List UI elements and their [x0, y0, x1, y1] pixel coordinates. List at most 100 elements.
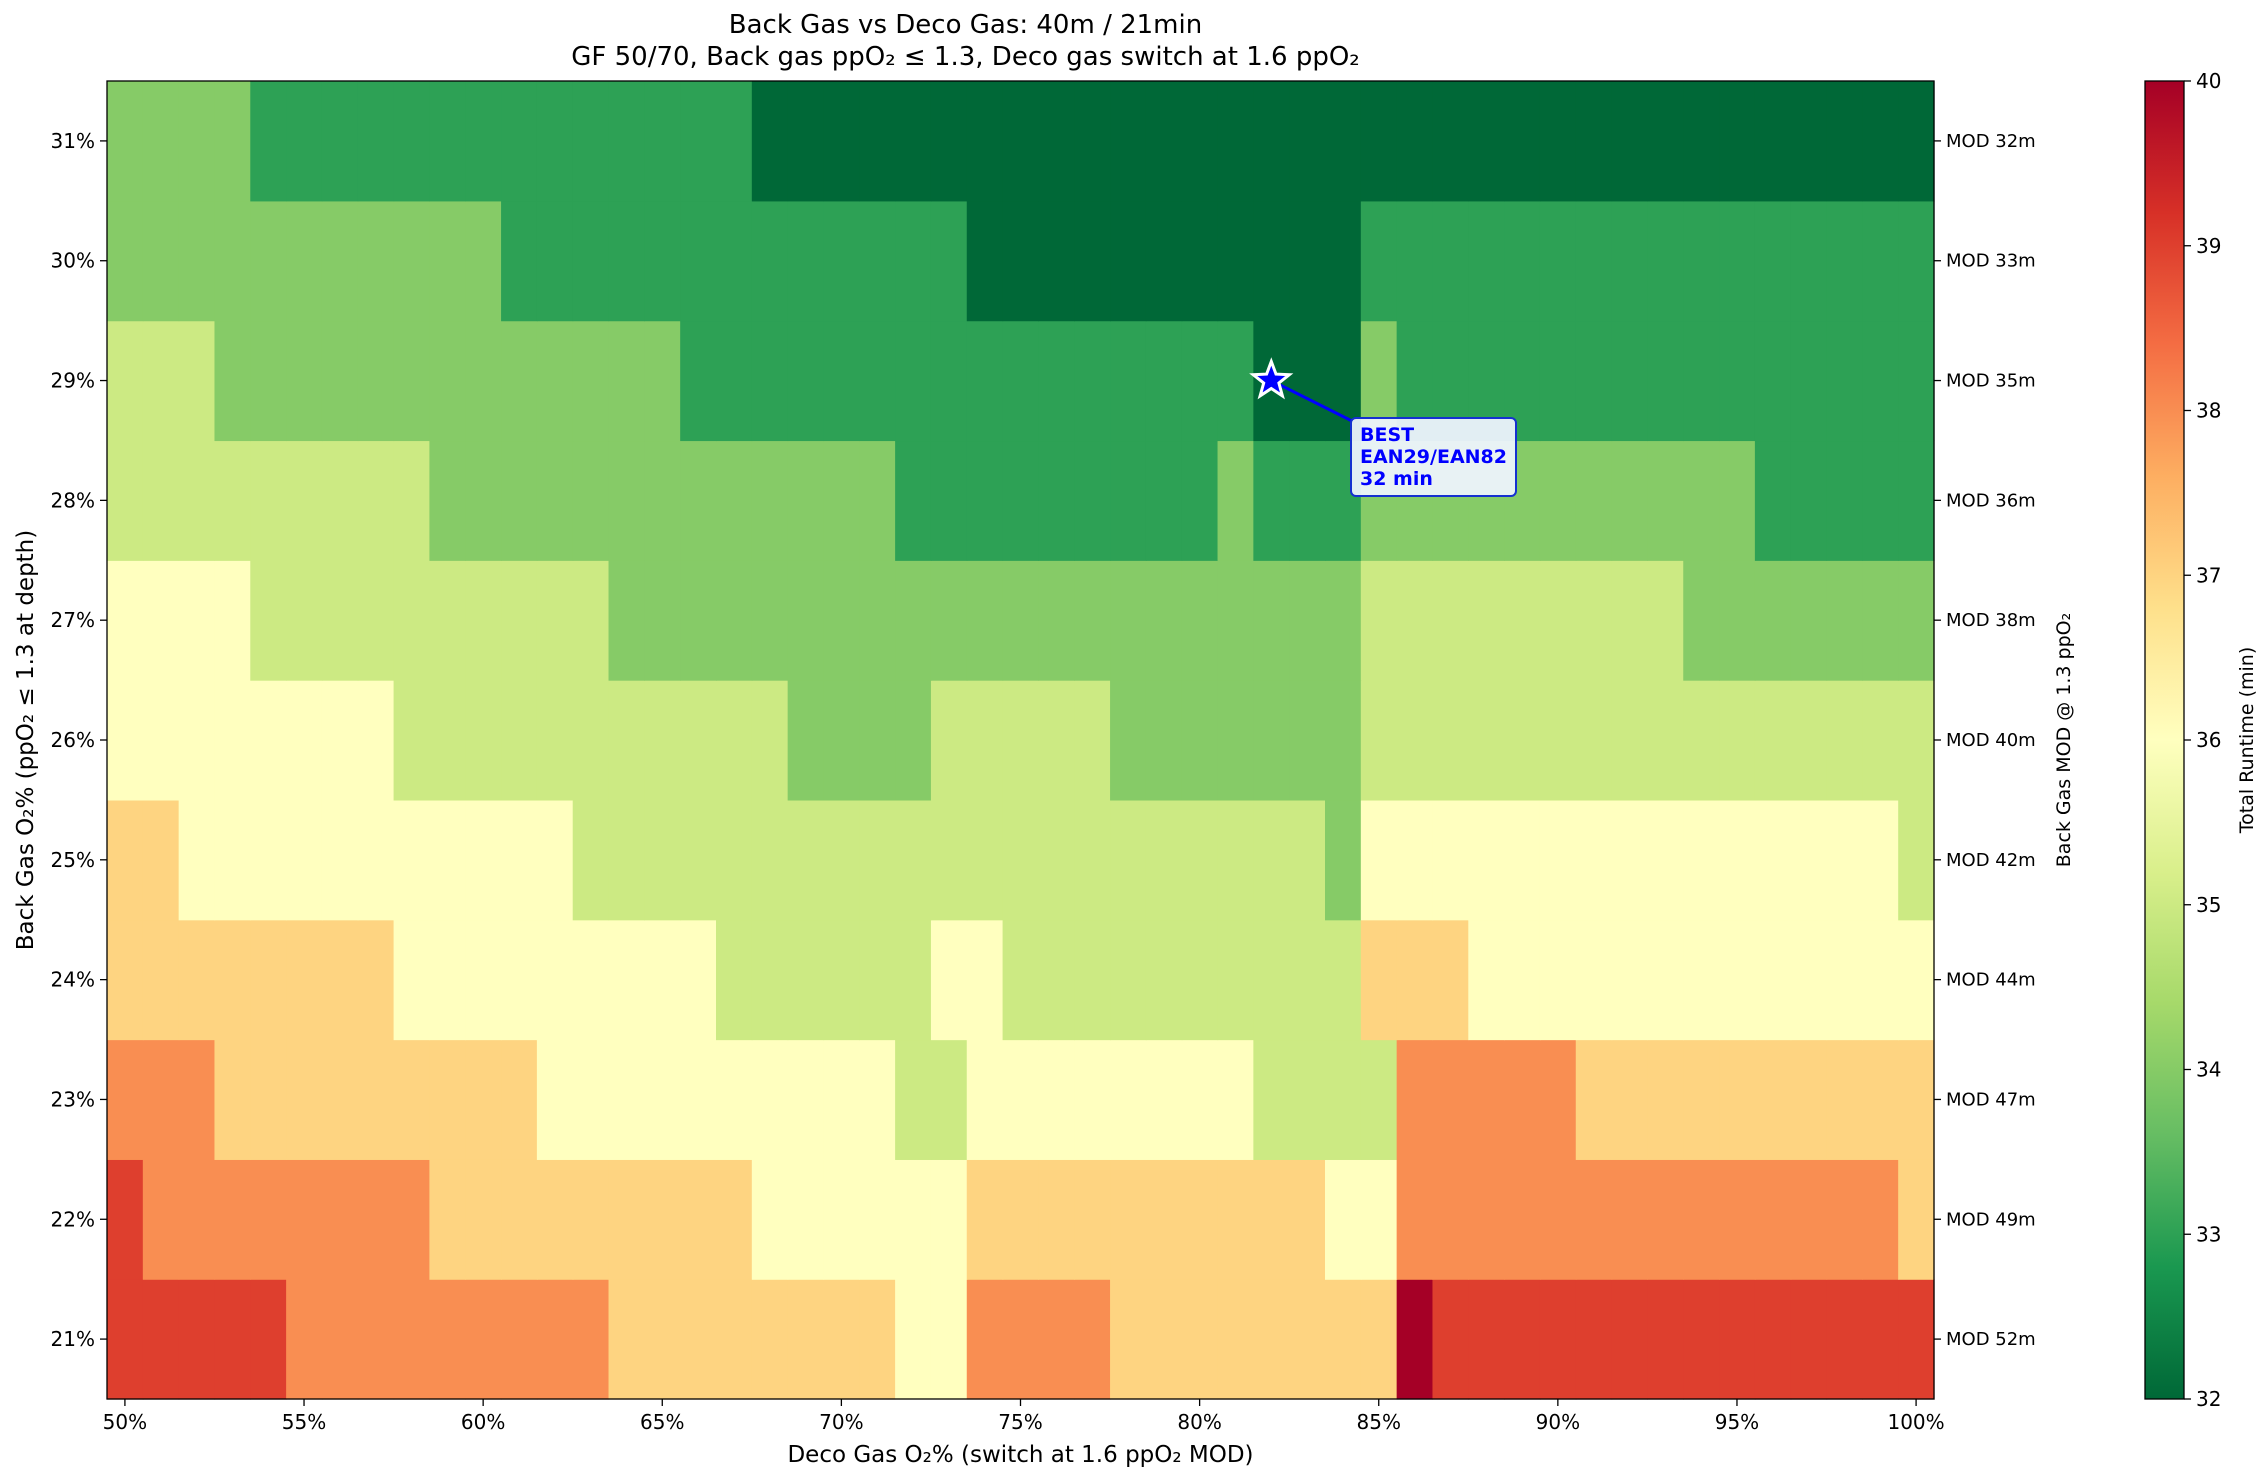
- heatmap-cell: [1145, 799, 1183, 921]
- heatmap-cell: [1468, 200, 1505, 322]
- heatmap-cell: [572, 320, 610, 442]
- heatmap-cell: [1110, 320, 1147, 442]
- heatmap-cell: [214, 1159, 251, 1280]
- heatmap-cell: [1790, 320, 1828, 442]
- heatmap-cell: [859, 919, 896, 1041]
- heatmap-cell: [1539, 1279, 1577, 1400]
- heatmap-cell: [1539, 560, 1577, 681]
- heatmap-cell: [1181, 799, 1219, 921]
- heatmap-cell: [930, 440, 968, 561]
- heatmap-cell: [393, 1039, 431, 1160]
- heatmap-cell: [1325, 560, 1362, 681]
- chart-subtitle: GF 50/70, Back gas ppO₂ ≤ 1.3, Deco gas …: [571, 42, 1360, 72]
- colorbar-tick-label: 36: [2196, 728, 2221, 752]
- heatmap-cell: [1217, 799, 1254, 921]
- heatmap-cell: [1647, 680, 1684, 801]
- heatmap-cell: [608, 919, 645, 1041]
- heatmap-cell: [501, 320, 538, 442]
- heatmap-cell: [1074, 1039, 1111, 1160]
- right-tick-label: MOD 49m: [1946, 1209, 2036, 1230]
- heatmap-cell: [250, 1279, 287, 1400]
- heatmap-cell: [357, 1159, 395, 1280]
- heatmap-cell: [716, 560, 753, 681]
- heatmap-cell: [1432, 200, 1469, 322]
- heatmap-cell: [1862, 680, 1899, 801]
- heatmap-cell: [1468, 1279, 1505, 1400]
- heatmap-cell: [393, 919, 431, 1041]
- heatmap-cell: [1074, 799, 1111, 921]
- heatmap-cell: [1145, 1039, 1183, 1160]
- heatmap-cell: [1432, 919, 1469, 1041]
- heatmap-cell: [393, 200, 431, 322]
- heatmap-cell: [1181, 320, 1219, 442]
- heatmap-cell: [1611, 1159, 1649, 1280]
- heatmap-cell: [1002, 1279, 1040, 1400]
- heatmap-cell: [142, 320, 180, 442]
- heatmap-cell: [142, 81, 180, 202]
- heatmap-cell: [429, 799, 466, 921]
- heatmap-cell: [1719, 440, 1756, 561]
- heatmap-cell: [1611, 1279, 1649, 1400]
- heatmap-cell: [895, 919, 932, 1041]
- heatmap-cell: [1038, 320, 1075, 442]
- heatmap-cell: [1217, 560, 1254, 681]
- heatmap-cell: [429, 1039, 466, 1160]
- heatmap-cell: [1145, 680, 1183, 801]
- heatmap-cell: [1826, 1039, 1863, 1160]
- heatmap-cell: [680, 81, 717, 202]
- heatmap-cell: [1862, 81, 1899, 202]
- heatmap-cell: [966, 440, 1004, 561]
- heatmap-cell: [1360, 1039, 1398, 1160]
- heatmap-cell: [1790, 919, 1828, 1041]
- x-tick-label: 95%: [1715, 1410, 1759, 1434]
- heatmap-cell: [680, 680, 717, 801]
- heatmap-cell: [644, 919, 681, 1041]
- heatmap-cell: [1145, 320, 1183, 442]
- heatmap-cell: [1181, 440, 1219, 561]
- heatmap-cell: [859, 680, 896, 801]
- heatmap-cell: [465, 1039, 502, 1160]
- heatmap-cell: [429, 680, 466, 801]
- heatmap-cell: [1826, 799, 1863, 921]
- heatmap-cell: [1719, 919, 1756, 1041]
- heatmap-cell: [930, 560, 968, 681]
- heatmap-cell: [321, 440, 359, 561]
- heatmap-cell: [680, 1279, 717, 1400]
- heatmap-cell: [608, 560, 645, 681]
- heatmap-cell: [823, 440, 860, 561]
- heatmap-cell: [572, 1279, 610, 1400]
- heatmap-cell: [1002, 799, 1040, 921]
- heatmap-cell: [1754, 1279, 1792, 1400]
- heatmap-cell: [1038, 919, 1075, 1041]
- heatmap-cell: [321, 919, 359, 1041]
- heatmap-cell: [716, 320, 753, 442]
- heatmap-cell: [214, 799, 251, 921]
- heatmap-cell: [644, 680, 681, 801]
- heatmap-cell: [644, 1159, 681, 1280]
- heatmap-cell: [1826, 560, 1863, 681]
- heatmap-cell: [501, 1159, 538, 1280]
- right-tick-label: MOD 40m: [1946, 730, 2036, 751]
- heatmap-cell: [1110, 799, 1147, 921]
- heatmap-cell: [1002, 1159, 1040, 1280]
- heatmap-cell: [1360, 1279, 1398, 1400]
- heatmap-cell: [787, 560, 825, 681]
- heatmap-cell: [1110, 560, 1147, 681]
- heatmap-cell: [895, 200, 932, 322]
- heatmap-cell: [465, 1279, 502, 1400]
- heatmap-cell: [1862, 799, 1899, 921]
- heatmap-cell: [1754, 320, 1792, 442]
- heatmap-cell: [1396, 1159, 1434, 1280]
- heatmap-cell: [321, 200, 359, 322]
- heatmap-cell: [1611, 1039, 1649, 1160]
- heatmap-cell: [1611, 200, 1649, 322]
- heatmap-cell: [178, 1039, 216, 1160]
- heatmap-cell: [1074, 81, 1111, 202]
- heatmap-cell: [1683, 560, 1720, 681]
- heatmap-cell: [107, 320, 144, 442]
- heatmap-cell: [1325, 1159, 1362, 1280]
- heatmap-cell: [1432, 799, 1469, 921]
- heatmap-cell: [142, 799, 180, 921]
- heatmap-cell: [644, 320, 681, 442]
